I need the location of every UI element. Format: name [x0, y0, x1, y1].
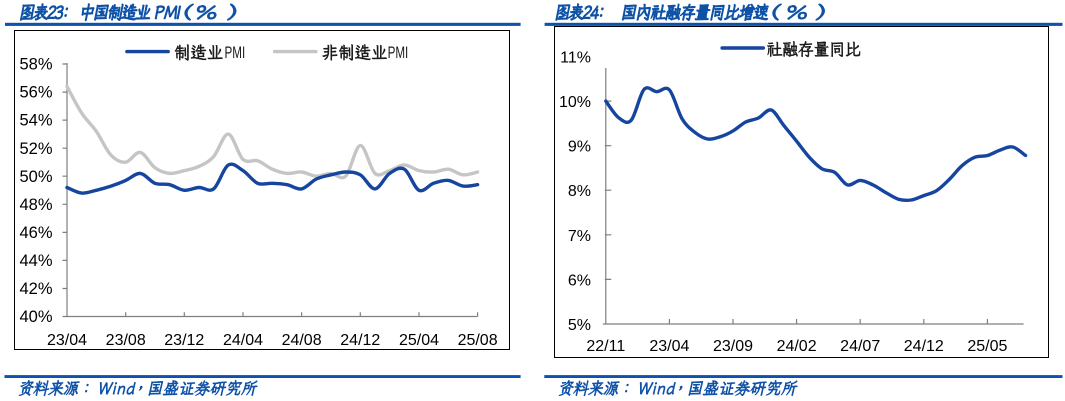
svg-text:23/12: 23/12	[164, 332, 204, 349]
svg-text:24/12: 24/12	[904, 338, 944, 355]
svg-text:23/09: 23/09	[713, 338, 753, 355]
svg-text:25/05: 25/05	[967, 338, 1007, 355]
svg-text:24/08: 24/08	[282, 332, 322, 349]
svg-text:24/04: 24/04	[223, 332, 263, 349]
svg-text:23/08: 23/08	[106, 332, 146, 349]
svg-text:PMI: PMI	[388, 44, 409, 62]
svg-text:48%: 48%	[19, 196, 52, 214]
svg-text:10%: 10%	[559, 94, 591, 111]
svg-text:42%: 42%	[19, 280, 52, 298]
svg-text:52%: 52%	[19, 140, 52, 158]
svg-text:24/02: 24/02	[777, 338, 817, 355]
svg-text:7%: 7%	[568, 228, 591, 245]
svg-text:PMI: PMI	[225, 44, 246, 62]
svg-text:22/11: 22/11	[586, 338, 625, 355]
svg-text:24/07: 24/07	[840, 338, 880, 355]
svg-text:44%: 44%	[19, 252, 52, 270]
svg-text:50%: 50%	[19, 168, 52, 186]
svg-text:11%: 11%	[560, 50, 591, 67]
svg-text:9%: 9%	[568, 139, 591, 156]
svg-text:25/08: 25/08	[458, 332, 498, 349]
svg-text:23/04: 23/04	[47, 332, 87, 349]
svg-text:6%: 6%	[568, 272, 591, 289]
svg-text:46%: 46%	[19, 224, 52, 242]
svg-text:40%: 40%	[19, 308, 52, 326]
svg-text:58%: 58%	[19, 56, 52, 74]
svg-text:24/12: 24/12	[340, 332, 380, 349]
svg-text:5%: 5%	[568, 317, 591, 334]
svg-text:25/04: 25/04	[399, 332, 439, 349]
svg-text:56%: 56%	[19, 84, 52, 102]
svg-text:8%: 8%	[568, 183, 591, 200]
svg-text:54%: 54%	[19, 112, 52, 130]
svg-text:23/04: 23/04	[649, 338, 689, 355]
